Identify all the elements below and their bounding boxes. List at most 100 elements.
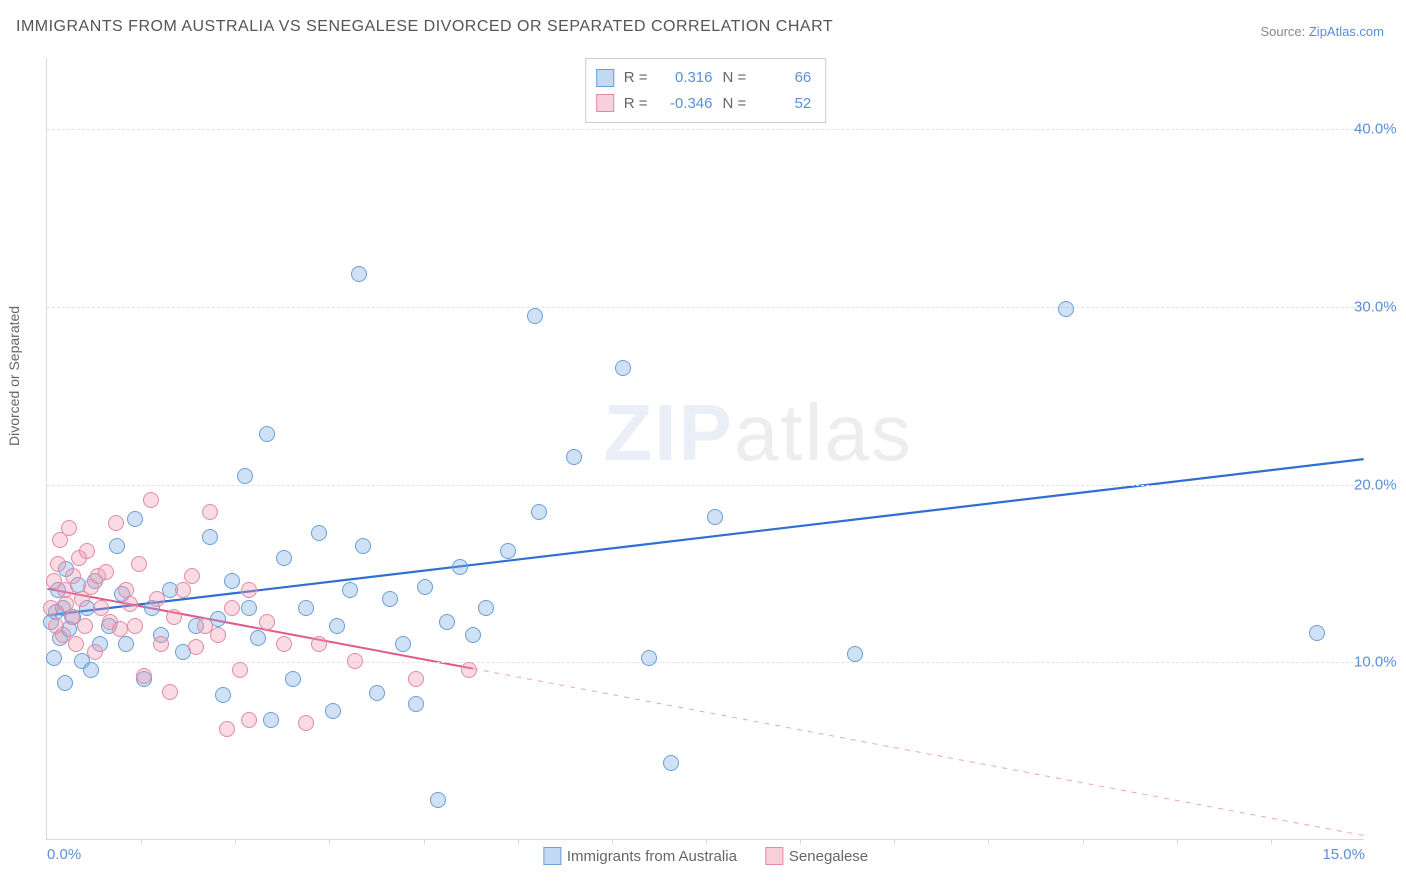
legend-series: Immigrants from Australia Senegalese [543,847,868,865]
data-point [112,621,128,637]
x-minor-tick [800,839,801,844]
data-point [311,636,327,652]
legend-item-blue: Immigrants from Australia [543,847,737,865]
data-point [439,614,455,630]
gridline [47,129,1364,130]
data-point [259,614,275,630]
legend-item-pink: Senegalese [765,847,868,865]
data-point [77,618,93,634]
data-point [461,662,477,678]
data-point [143,492,159,508]
data-point [202,529,218,545]
y-tick-label: 20.0% [1354,476,1406,493]
data-point [342,582,358,598]
source-credit: Source: ZipAtlas.com [1260,24,1384,39]
data-point [237,468,253,484]
n-value-pink: 52 [756,91,811,117]
watermark-rest: atlas [734,388,913,477]
data-point [395,636,411,652]
data-point [175,582,191,598]
data-point [527,308,543,324]
x-minor-tick [612,839,613,844]
data-point [98,564,114,580]
data-point [109,538,125,554]
x-minor-tick [141,839,142,844]
y-tick-label: 30.0% [1354,298,1406,315]
data-point [118,636,134,652]
data-point [166,609,182,625]
x-tick-label: 0.0% [47,846,81,863]
data-point [241,600,257,616]
x-minor-tick [518,839,519,844]
data-point [382,591,398,607]
legend-stats: R = 0.316 N = 66 R = -0.346 N = 52 [585,58,827,123]
data-point [210,627,226,643]
data-point [641,650,657,666]
data-point [478,600,494,616]
data-point [408,671,424,687]
source-link[interactable]: ZipAtlas.com [1309,24,1384,39]
data-point [108,515,124,531]
data-point [663,755,679,771]
data-point [43,600,59,616]
n-value-blue: 66 [756,65,811,91]
y-tick-label: 40.0% [1354,121,1406,138]
legend-swatch-pink [596,94,614,112]
data-point [298,715,314,731]
data-point [417,579,433,595]
data-point [68,636,84,652]
data-point [430,792,446,808]
data-point [202,504,218,520]
r-value-blue: 0.316 [658,65,713,91]
scatter-chart: ZIPatlas R = 0.316 N = 66 R = -0.346 N =… [46,58,1364,840]
data-point [46,650,62,666]
data-point [87,644,103,660]
data-point [259,426,275,442]
legend-label-pink: Senegalese [789,848,868,865]
gridline [47,485,1364,486]
x-minor-tick [1271,839,1272,844]
data-point [1309,625,1325,641]
x-minor-tick [424,839,425,844]
r-label: R = [624,91,648,117]
x-minor-tick [894,839,895,844]
data-point [224,600,240,616]
legend-swatch-blue [596,69,614,87]
legend-swatch-blue [543,847,561,865]
data-point [232,662,248,678]
n-label: N = [723,65,747,91]
watermark: ZIPatlas [603,387,912,479]
y-axis-label: Divorced or Separated [6,306,22,446]
data-point [219,721,235,737]
data-point [224,573,240,589]
data-point [707,509,723,525]
x-tick-label: 15.0% [1322,846,1365,863]
data-point [57,675,73,691]
data-point [61,520,77,536]
x-minor-tick [988,839,989,844]
x-minor-tick [329,839,330,844]
data-point [531,504,547,520]
source-prefix: Source: [1260,24,1308,39]
data-point [83,662,99,678]
legend-row-blue: R = 0.316 N = 66 [596,65,812,91]
x-minor-tick [706,839,707,844]
data-point [184,568,200,584]
data-point [79,543,95,559]
data-point [50,556,66,572]
data-point [127,618,143,634]
data-point [311,525,327,541]
data-point [408,696,424,712]
data-point [285,671,301,687]
r-value-pink: -0.346 [658,91,713,117]
data-point [131,556,147,572]
data-point [241,582,257,598]
data-point [369,685,385,701]
gridline [47,307,1364,308]
data-point [215,687,231,703]
data-point [465,627,481,643]
data-point [325,703,341,719]
data-point [347,653,363,669]
data-point [153,636,169,652]
data-point [136,668,152,684]
